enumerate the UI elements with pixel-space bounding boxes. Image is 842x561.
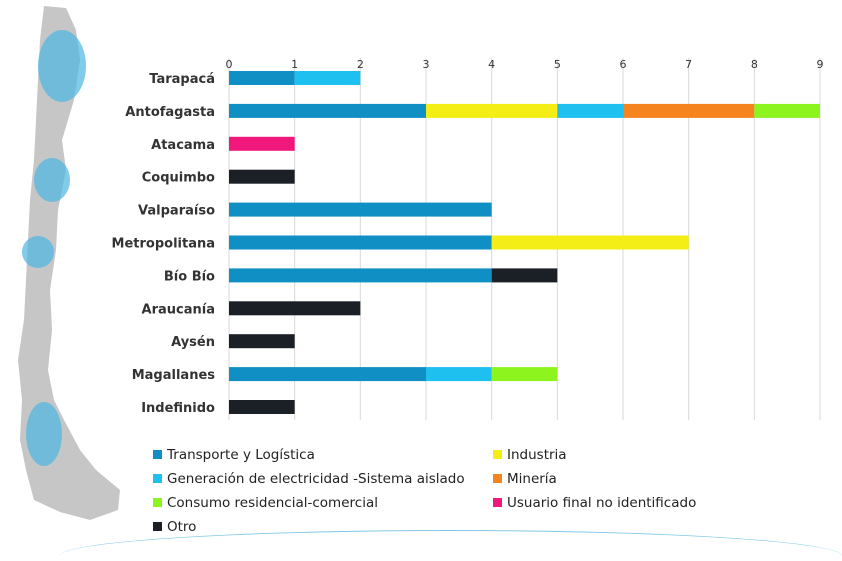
chile-map-icon [18,6,120,520]
category-label: Coquimbo [142,171,215,186]
x-tick-label: 0 [226,58,233,71]
legend: Transporte y Logística Industria Generació… [153,447,696,535]
category-label: Araucanía [142,302,215,317]
bar-segment [229,202,492,217]
bar-segment [229,235,492,250]
category-label: Tarapacá [149,72,215,87]
legend-label: Industria [507,447,567,463]
bar-segment [491,235,689,250]
bar-segment [491,367,558,382]
bar-segment [623,103,755,118]
bar-segment [557,103,623,118]
map-highlight-south [26,402,62,466]
legend-swatch [493,474,502,483]
map-highlight-north [38,30,86,102]
x-tick-label: 6 [620,58,627,71]
bar-segment [229,136,295,151]
x-tick-label: 5 [554,58,561,71]
bar-segment [229,268,492,283]
legend-swatch [153,522,162,531]
bar-segment [491,268,558,283]
category-label: Bío Bío [164,269,215,284]
x-tick-label: 8 [751,58,758,71]
x-tick-label: 4 [488,58,495,71]
chart-container: 0 1 2 3 4 5 6 7 8 9 Tarapacá Antofagasta Atacama Coq… [18,6,842,535]
legend-label: Minería [507,471,557,487]
x-tick-label: 2 [357,58,364,71]
bar-segment [229,103,426,118]
legend-swatch [493,450,502,459]
category-label: Indefinido [141,401,215,416]
x-tick-label: 7 [685,58,692,71]
map-highlight-atacama [34,158,70,202]
chart-svg: 0 1 2 3 4 5 6 7 8 9 Tarapacá Antofagasta Atacama Coq… [18,6,824,535]
category-label: Aysén [171,335,215,350]
bar-segment [229,367,426,382]
x-axis-ticks: 0 1 2 3 4 5 6 7 8 9 [226,58,824,71]
legend-swatch [153,474,162,483]
x-tick-label: 3 [423,58,430,71]
bar-segment [426,367,492,382]
category-label: Magallanes [132,368,216,383]
map-land [18,6,120,520]
bars [229,71,820,414]
bar-segment [229,400,295,414]
category-label: Atacama [151,138,215,153]
bar-segment [229,71,295,85]
x-tick-label: 9 [817,58,824,71]
map-highlight-central [22,236,54,268]
legend-label: Otro [167,519,196,535]
x-tick-label: 1 [291,58,298,71]
bar-segment [229,334,295,349]
legend-swatch [493,498,502,507]
legend-label: Usuario final no identificado [507,495,696,511]
legend-label: Transporte y Logística [166,447,315,463]
y-axis-categories: Tarapacá Antofagasta Atacama Coquimbo Valpar… [112,72,216,416]
legend-swatch [153,498,162,507]
category-label: Antofagasta [125,105,215,120]
legend-label: Generación de electricidad -Sistema aisl… [167,471,465,487]
bar-segment [754,103,820,118]
legend-label: Consumo residencial-comercial [167,495,378,511]
bar-segment [229,301,361,316]
category-label: Valparaíso [138,204,215,219]
category-label: Metropolitana [112,237,215,252]
bar-segment [294,71,361,85]
decorative-arc [60,530,842,561]
bar-segment [426,103,558,118]
bar-segment [229,169,295,184]
legend-swatch [153,450,162,459]
